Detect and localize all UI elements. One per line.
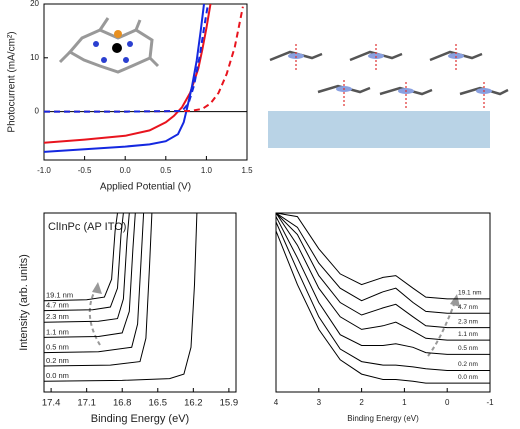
- x-tick-label: 16.5: [149, 398, 168, 409]
- data-line: [44, 4, 209, 113]
- data-line: [44, 4, 205, 153]
- series-group: [44, 213, 198, 382]
- x-tick-label: -1.0: [37, 166, 51, 175]
- x-tick-label: 16.8: [113, 398, 132, 409]
- y-tick-label: 10: [30, 53, 39, 62]
- series-group: [276, 213, 490, 384]
- series-label: 0.0 nm: [46, 371, 69, 380]
- x-tick-label: 17.1: [77, 398, 96, 409]
- x-axis-title: Applied Potential (V): [100, 182, 191, 193]
- data-line: [44, 213, 136, 338]
- x-tick-label: -0.5: [78, 166, 92, 175]
- data-line: [276, 216, 490, 355]
- data-line: [44, 213, 118, 302]
- series-label: 0.5 nm: [46, 343, 69, 352]
- y-axis-title: Photocurrent (mA/cm²): [7, 31, 18, 132]
- x-tick-label: 0: [445, 398, 450, 407]
- series-label: 1.1 nm: [46, 327, 69, 336]
- series-label: 1.1 nm: [458, 331, 478, 338]
- x-axis-title: Binding Energy (eV): [91, 413, 189, 425]
- series-label: 2.3 nm: [46, 312, 69, 321]
- x-tick-label: 16.2: [184, 398, 203, 409]
- series-label: 0.5 nm: [458, 345, 478, 352]
- series-label: 4.7 nm: [46, 301, 69, 310]
- x-tick-label: 0.0: [120, 166, 132, 175]
- data-line: [276, 213, 490, 314]
- y-tick-label: 20: [30, 0, 39, 8]
- series-label: 0.2 nm: [458, 361, 478, 368]
- x-tick-label: 15.9: [220, 398, 239, 409]
- series-label: 0.2 nm: [46, 356, 69, 365]
- data-line: [276, 213, 490, 329]
- data-line: [44, 6, 244, 113]
- y-axis-title: Intensity (arb. units): [18, 254, 30, 351]
- plot-frame: [275, 212, 491, 393]
- data-line: [44, 213, 124, 312]
- x-tick-label: -1: [486, 398, 494, 407]
- x-axis-title: Binding Energy (eV): [347, 414, 419, 423]
- series-group: [44, 4, 244, 153]
- series-label: 4.7 nm: [458, 304, 478, 311]
- data-line: [276, 213, 490, 341]
- plot-frame: [43, 3, 248, 161]
- data-line: [44, 4, 212, 144]
- data-line: [44, 213, 198, 382]
- x-tick-label: 3: [317, 398, 322, 407]
- x-tick-label: 2: [359, 398, 364, 407]
- data-line: [44, 213, 130, 323]
- trend-arrow: [427, 301, 456, 357]
- arrow-head: [450, 294, 460, 307]
- molecule-inset: [58, 17, 160, 74]
- annotation: ClInPc (AP ITO): [48, 221, 126, 233]
- data-line: [44, 213, 145, 354]
- x-tick-label: 17.4: [42, 398, 61, 409]
- data-line: [276, 230, 490, 384]
- x-tick-label: 1: [402, 398, 407, 407]
- series-label: 19.1 nm: [46, 291, 73, 300]
- data-line: [276, 221, 490, 371]
- x-tick-label: 0.5: [160, 166, 172, 175]
- x-tick-label: 1.5: [241, 166, 253, 175]
- data-line: [276, 213, 490, 300]
- x-tick-label: 1.0: [201, 166, 213, 175]
- x-tick-label: 4: [274, 398, 279, 407]
- series-label: 2.3 nm: [458, 318, 478, 325]
- substrate: [268, 111, 490, 148]
- plot-frame: [43, 212, 237, 393]
- series-label: 0.0 nm: [458, 374, 478, 381]
- data-line: [44, 213, 153, 367]
- trend-arrow: [88, 286, 101, 346]
- substrate-diagram: [268, 44, 509, 148]
- arrow-head: [92, 282, 102, 294]
- y-tick-label: 0: [35, 107, 40, 116]
- series-label: 19.1 nm: [458, 290, 482, 297]
